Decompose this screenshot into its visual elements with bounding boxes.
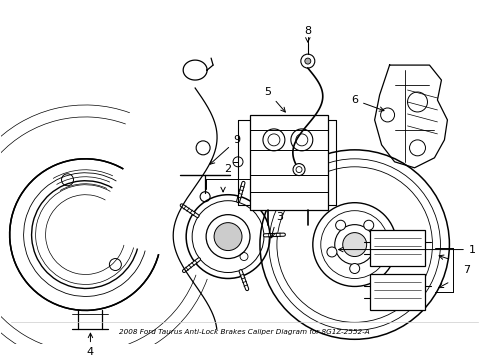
Circle shape [214,222,242,251]
Circle shape [292,163,305,176]
Text: 6: 6 [350,95,383,111]
Circle shape [372,247,382,257]
Text: 2008 Ford Taurus Anti-Lock Brakes Caliper Diagram for 8G1Z-2552-A: 2008 Ford Taurus Anti-Lock Brakes Calipe… [119,329,368,336]
Circle shape [349,264,359,274]
Text: 1: 1 [338,244,475,255]
Text: 3: 3 [275,212,283,222]
Text: 7: 7 [463,265,469,275]
Circle shape [335,220,345,230]
Circle shape [342,233,366,257]
Circle shape [363,220,373,230]
Text: 2: 2 [224,164,231,174]
Circle shape [304,58,310,64]
Text: 5: 5 [264,87,285,112]
Text: 4: 4 [87,333,94,357]
Text: 8: 8 [304,26,311,36]
Circle shape [300,54,314,68]
Bar [249,115,327,210]
Bar [369,230,425,266]
Circle shape [326,247,336,257]
Bar [369,274,425,310]
Text: 9: 9 [209,135,240,164]
